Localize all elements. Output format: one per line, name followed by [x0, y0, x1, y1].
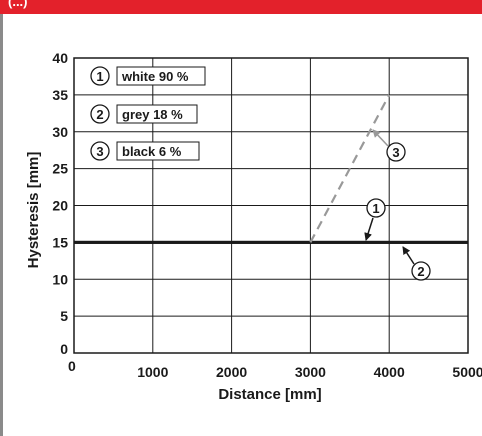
legend-number: 2	[96, 107, 103, 122]
legend-number: 3	[96, 144, 103, 159]
y-tick-label: 25	[52, 161, 68, 177]
callout-number-circle	[386, 142, 406, 162]
callout-number: 2	[417, 264, 424, 279]
callout-number: 3	[392, 145, 399, 160]
legend-label-box	[116, 66, 206, 86]
legend-number: 1	[96, 69, 103, 84]
y-tick-label: 10	[52, 271, 68, 287]
legend-number-circle	[90, 104, 110, 124]
header-label: (...)	[8, 0, 28, 9]
legend-label: black 6 %	[122, 144, 182, 159]
left-border	[0, 14, 3, 436]
x-tick-label: 1000	[137, 364, 168, 380]
callout-arrow	[364, 217, 374, 241]
legend-item-1: 1 white 90 %	[90, 66, 206, 86]
legend-label-box	[116, 141, 200, 161]
plot-frame	[73, 57, 469, 354]
y-tick-labels: 0 5 10 15 20 25 30 35 40	[52, 50, 68, 357]
x-axis-label: Distance [mm]	[218, 386, 321, 403]
x-tick-label: 2000	[216, 364, 247, 380]
series-layer	[74, 94, 468, 244]
y-tick-label: 15	[52, 234, 68, 250]
y-tick-label: 35	[52, 87, 68, 103]
callout-number-circle	[411, 261, 431, 281]
legend-item-2: 2 grey 18 %	[90, 104, 198, 124]
callout-2: 2	[402, 246, 431, 281]
y-tick-label: 5	[60, 308, 68, 324]
callout-1: 1	[364, 198, 386, 241]
y-tick-label: 30	[52, 124, 68, 140]
callout-number-circle	[366, 198, 386, 218]
series-line-3	[309, 94, 391, 243]
legend-number-circle	[90, 141, 110, 161]
callout-arrow	[372, 129, 389, 147]
legend: 1 white 90 % 2 grey 18 % 3 black 6 %	[90, 66, 206, 161]
y-axis-label: Hysteresis [mm]	[25, 152, 42, 269]
header-bar: (...)	[0, 0, 482, 14]
legend-item-3: 3 black 6 %	[90, 141, 200, 161]
y-tick-label: 20	[52, 198, 68, 214]
legend-label: white 90 %	[121, 69, 189, 84]
legend-number-circle	[90, 66, 110, 86]
grid	[73, 57, 469, 354]
y-tick-label: 0	[60, 341, 68, 357]
legend-label-box	[116, 104, 198, 124]
x-tick-label: 5000	[452, 364, 482, 380]
callout-3: 3	[372, 129, 406, 162]
x-tick-label: 0	[68, 358, 76, 374]
x-tick-labels: 0 1000 2000 3000 4000 5000	[68, 358, 482, 380]
legend-label: grey 18 %	[122, 107, 183, 122]
y-tick-label: 40	[52, 50, 68, 66]
x-tick-label: 4000	[374, 364, 405, 380]
x-tick-label: 3000	[295, 364, 326, 380]
callout-number: 1	[372, 201, 379, 216]
callout-arrow	[402, 246, 415, 265]
